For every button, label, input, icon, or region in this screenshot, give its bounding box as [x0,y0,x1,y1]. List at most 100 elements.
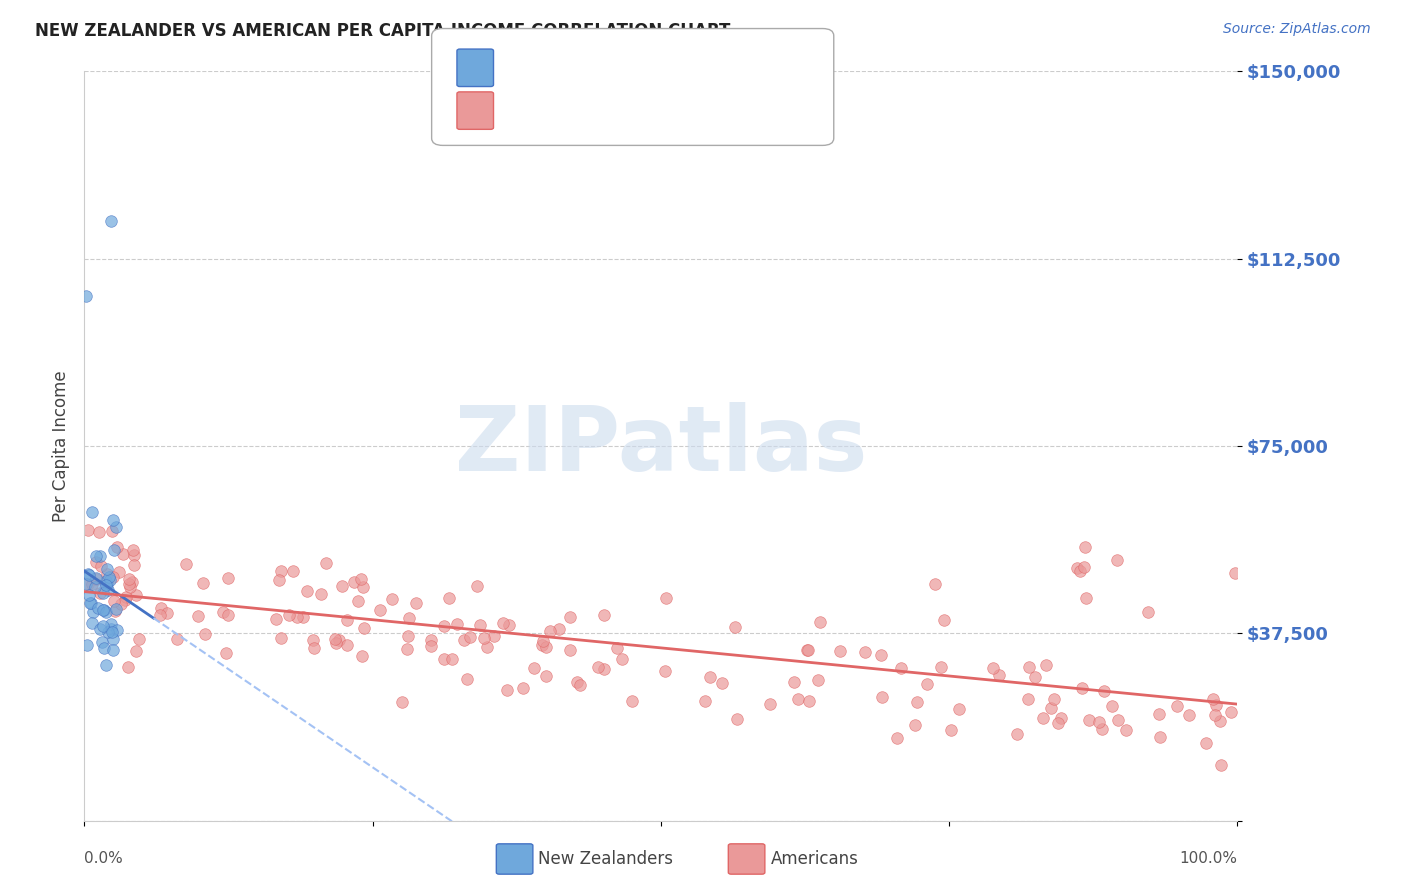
Point [174,557,197,571]
Point [346,594,368,608]
Point [420,633,443,648]
Point [118,576,141,591]
Point [82,577,104,591]
Point [1066,560,1088,574]
Point [115,590,138,604]
Point [94,574,117,588]
Point [886,731,908,745]
Point [283,564,305,578]
Point [350,572,373,586]
Point [890,661,912,675]
Point [270,564,292,578]
Point [309,587,332,601]
Point [1092,683,1115,698]
Point [695,694,717,708]
Point [194,627,217,641]
Point [872,690,894,704]
Text: 44: 44 [671,59,695,77]
Point [1078,713,1101,727]
Point [122,542,145,557]
Point [103,542,125,557]
Point [105,540,128,554]
Point [79,567,101,582]
Point [1039,700,1062,714]
Point [531,634,554,648]
Point [1050,711,1073,725]
Point [128,632,150,647]
Point [981,661,1004,675]
Point [101,643,124,657]
Point [370,603,392,617]
Point [548,622,571,636]
Point [187,609,209,624]
Point [759,697,782,711]
Point [96,576,118,591]
Point [567,675,589,690]
Point [267,573,290,587]
Point [446,616,468,631]
Point [534,669,557,683]
Point [1105,553,1128,567]
Point [328,633,350,648]
Point [107,565,129,579]
Point [97,624,120,639]
Point [82,616,104,631]
Point [941,723,963,737]
Text: -0.167: -0.167 [541,59,600,77]
Point [855,645,877,659]
Point [264,611,287,625]
Point [1115,723,1137,738]
Text: 100.0%: 100.0% [1180,851,1237,866]
Point [456,672,478,686]
Point [103,569,125,583]
Point [323,632,346,646]
Point [1073,560,1095,574]
Point [75,576,97,591]
Text: New Zealanders: New Zealanders [538,850,673,868]
Point [870,648,893,663]
Point [212,605,235,619]
Point [84,580,107,594]
Point [278,608,301,623]
Text: Americans: Americans [770,850,858,868]
Point [915,676,938,690]
Point [569,678,592,692]
Point [439,591,461,606]
Point [84,571,107,585]
Point [297,583,319,598]
Point [453,632,475,647]
Point [93,640,115,655]
Point [1047,715,1070,730]
Point [352,649,374,664]
Text: 178: 178 [671,103,706,120]
Point [398,610,420,624]
Point [76,524,98,538]
Y-axis label: Per Capita Income: Per Capita Income [52,370,70,522]
Point [215,646,238,660]
Point [475,640,498,655]
Point [806,673,828,687]
Point [93,603,115,617]
Text: 0.0%: 0.0% [84,851,124,866]
Point [420,639,443,653]
Point [538,624,561,639]
Point [1101,699,1123,714]
Point [150,601,173,615]
Point [104,602,127,616]
Point [118,580,141,594]
Point [75,289,97,303]
Point [531,638,554,652]
Point [105,519,128,533]
Point [467,579,489,593]
Point [560,643,582,657]
Point [560,610,582,624]
Point [1220,705,1243,719]
Point [336,638,359,652]
Point [796,643,818,657]
Point [904,718,927,732]
Point [90,559,112,574]
Point [125,588,148,602]
Point [285,610,308,624]
Point [87,525,110,540]
Point [96,606,118,620]
